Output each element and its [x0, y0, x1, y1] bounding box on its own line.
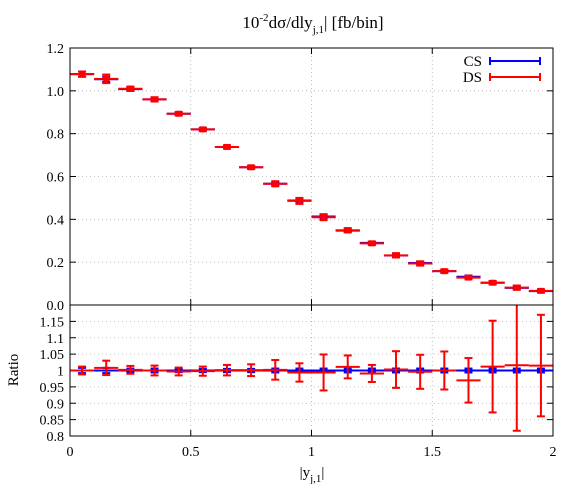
main-ds-marker: [393, 252, 400, 259]
ratio-ds-point: [214, 363, 240, 377]
y-axis-label: Ratio: [6, 354, 22, 387]
x-tick-label: 1.5: [424, 445, 442, 460]
x-axis-ticks: 0 0.5 1 1.5 2: [67, 48, 557, 460]
ratio-ds-point: [359, 363, 384, 383]
main-ds-marker: [320, 214, 327, 221]
main-ds-marker: [489, 279, 496, 286]
main-ds-marker: [417, 260, 424, 267]
ratio-ds-point: [480, 319, 505, 414]
main-ds-marker: [441, 268, 448, 275]
main-ds-marker: [79, 71, 86, 78]
main-ds-marker: [513, 284, 520, 291]
main-grid: [70, 48, 553, 305]
main-ds-marker: [175, 110, 182, 117]
main-y-tick-label: 0.0: [47, 299, 65, 314]
legend-label-cs: CS: [464, 54, 482, 70]
legend-swatch-cs: [489, 57, 541, 65]
main-y-tick-label: 0.6: [47, 171, 65, 186]
main-ds-marker: [368, 240, 375, 247]
ratio-y-tick-label: 1.1: [47, 332, 65, 347]
ratio-ds-point: [383, 350, 409, 389]
ratio-y-tick-label: 1.15: [40, 315, 65, 330]
ratio-ds-point: [263, 359, 288, 381]
ratio-ds-point: [166, 366, 191, 377]
x-tick-label: 1: [308, 445, 315, 460]
ratio-ds-point: [311, 353, 336, 392]
main-ds-marker: [344, 227, 351, 234]
ratio-ds-point: [94, 359, 119, 377]
main-y-tick-label: 0.4: [47, 213, 65, 228]
ratio-ds-point: [432, 350, 457, 391]
main-ds-marker: [465, 274, 472, 281]
ratio-y-tick-label: 1: [57, 365, 64, 380]
legend-swatch-ds: [489, 73, 541, 81]
main-y-tick-label: 0.2: [47, 256, 65, 271]
main-ds-marker: [199, 126, 206, 133]
legend: CS DS: [463, 54, 541, 86]
x-axis-label: |yj,1|: [300, 465, 325, 484]
main-ds-marker: [223, 143, 230, 150]
ratio-y-tick-label: 1.05: [40, 348, 65, 363]
main-y-ticks: 0.0 0.2 0.4 0.6 0.8 1.0 1.2: [47, 42, 553, 314]
ratio-data-marks: [70, 305, 553, 432]
main-ds-marker: [537, 287, 544, 294]
ratio-ds-point: [190, 365, 215, 377]
main-ds-marker: [151, 96, 158, 103]
x-tick-label: 0.5: [182, 445, 200, 460]
ratio-ds-point: [408, 353, 433, 390]
main-ds-marker: [103, 75, 110, 82]
main-y-tick-label: 1.2: [47, 42, 65, 57]
ratio-y-tick-label: 0.8: [47, 430, 65, 445]
main-ds-marker: [248, 164, 255, 171]
ratio-ds-point: [142, 364, 167, 377]
ratio-panel: 0.80.85 0.90.951 1.051.1 1.15: [40, 304, 554, 445]
ratio-ds-point: [287, 362, 312, 383]
ratio-ds-point: [70, 365, 95, 376]
ratio-ds-point: [504, 305, 529, 432]
ratio-y-tick-label: 0.95: [40, 381, 65, 396]
ratio-ds-point: [456, 357, 481, 404]
main-ds-marker: [272, 180, 279, 187]
main-ds-marker: [127, 85, 134, 92]
ratio-ds-point: [528, 313, 553, 418]
main-y-tick-label: 1.0: [47, 85, 65, 100]
x-tick-label: 0: [67, 445, 74, 460]
ratio-ds-point: [118, 364, 143, 375]
main-y-tick-label: 0.8: [47, 128, 65, 143]
x-tick-label: 2: [550, 445, 557, 460]
chart-title: 10-2dσ/dlyj,1| [fb/bin]: [242, 12, 383, 36]
ratio-y-tick-label: 0.85: [40, 414, 65, 429]
ratio-ds-point: [239, 363, 264, 378]
legend-label-ds: DS: [463, 70, 482, 86]
ratio-y-tick-label: 0.9: [47, 397, 65, 412]
ratio-ds-point: [335, 354, 360, 380]
main-ds-marker: [296, 197, 303, 204]
main-data-marks: [70, 70, 553, 294]
